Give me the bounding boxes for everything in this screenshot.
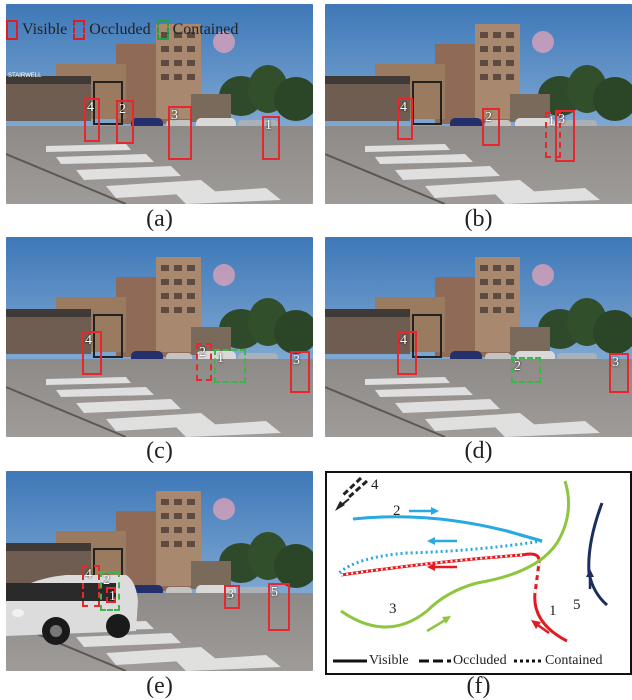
bbox-contained: 1 — [214, 349, 246, 383]
track-id: 3 — [558, 112, 565, 127]
legend-visible-line-label: Visible — [369, 653, 409, 668]
legend-contained-line-label: Contained — [545, 653, 603, 668]
track-id: 2 — [199, 345, 206, 360]
track-id: 2 — [103, 573, 110, 588]
contained-swatch-icon — [156, 20, 169, 40]
legend-occluded-label: Occluded — [89, 21, 151, 38]
bbox-visible: 3 — [555, 110, 575, 162]
track-id: 4 — [85, 333, 92, 348]
track-id: 1 — [217, 351, 224, 366]
visible-swatch-icon — [6, 20, 18, 40]
bbox-occluded: 1 — [545, 112, 561, 158]
bbox-visible: 4 — [397, 331, 417, 375]
bbox-visible: 3 — [290, 351, 310, 393]
caption-b: (b) — [464, 206, 493, 232]
legend-visible-label: Visible — [22, 21, 68, 38]
caption-c: (c) — [146, 438, 173, 464]
track-id: 1 — [265, 118, 272, 133]
track-id: 1 — [548, 114, 555, 129]
track-id: 3 — [612, 355, 619, 370]
bbox-contained: 2 — [511, 357, 541, 383]
scene-image — [6, 471, 313, 671]
track-id: 4 — [85, 567, 92, 582]
track-id: 4 — [400, 100, 407, 115]
trajectory-diagram — [335, 476, 608, 643]
panel-d: 4 2 3 — [325, 237, 632, 437]
legend-occluded: Occluded — [73, 20, 151, 40]
scene-image — [325, 237, 632, 437]
track-id: 3 — [171, 108, 178, 123]
bbox-contained: 2 — [100, 571, 120, 611]
bbox-occluded: 1 — [106, 587, 116, 604]
track-label-1: 1 — [549, 603, 557, 619]
caption-d: (d) — [464, 438, 493, 464]
figure-legend: Visible Occluded Contained — [6, 10, 306, 50]
track-id: 5 — [271, 585, 278, 600]
bbox-visible: 1 — [262, 116, 280, 160]
bbox-visible: 4 — [84, 98, 100, 142]
scene-image — [325, 4, 632, 204]
suv-shape — [6, 575, 138, 645]
stairwell-sign: STAIRWELL — [8, 73, 42, 79]
occluded-swatch-icon — [73, 20, 86, 40]
track-id: 4 — [87, 100, 94, 115]
legend-occluded-line-label: Occluded — [453, 653, 507, 668]
legend-contained: Contained — [156, 20, 239, 40]
schematic-legend: Visible Occluded Contained — [329, 650, 629, 672]
track-id: 2 — [119, 102, 126, 117]
track-id: 2 — [514, 359, 521, 374]
panel-c: 4 2 1 3 — [6, 237, 313, 437]
track-id: 3 — [293, 353, 300, 368]
track-label-3: 3 — [389, 601, 397, 617]
track-3-path — [340, 480, 571, 629]
track-label-2: 2 — [393, 503, 401, 519]
bbox-occluded: 4 — [82, 565, 100, 607]
caption-f: (f) — [466, 673, 491, 699]
track-id: 3 — [227, 587, 234, 602]
panel-a: STAIRWELL 4 2 3 1 — [6, 4, 313, 204]
bbox-visible: 3 — [224, 585, 240, 609]
bbox-occluded: 2 — [196, 343, 212, 381]
bbox-visible: 3 — [168, 106, 192, 160]
bbox-visible: 4 — [82, 331, 102, 375]
track-5-path — [587, 502, 608, 607]
panel-b: 4 2 1 3 — [325, 4, 632, 204]
bbox-visible: 2 — [116, 100, 134, 144]
legend-contained-label: Contained — [172, 21, 239, 38]
legend-visible: Visible — [6, 20, 67, 40]
caption-e: (e) — [146, 673, 173, 699]
bbox-visible: 3 — [609, 353, 629, 393]
track-label-4: 4 — [371, 477, 379, 493]
track-2-path — [352, 515, 543, 543]
bbox-visible: 4 — [397, 98, 413, 140]
track-id: 4 — [400, 333, 407, 348]
track-label-5: 5 — [573, 597, 581, 613]
trajectory-schematic: 4 2 3 1 5 Visible Occluded Contained — [325, 471, 632, 675]
panel-e: 4 2 1 3 5 — [6, 471, 313, 671]
scene-image — [6, 237, 313, 437]
track-id: 1 — [109, 589, 116, 604]
bbox-visible: 5 — [268, 583, 290, 631]
track-4-path — [348, 479, 368, 499]
track-id: 2 — [485, 110, 492, 125]
caption-a: (a) — [146, 206, 173, 232]
bbox-visible: 2 — [482, 108, 500, 146]
